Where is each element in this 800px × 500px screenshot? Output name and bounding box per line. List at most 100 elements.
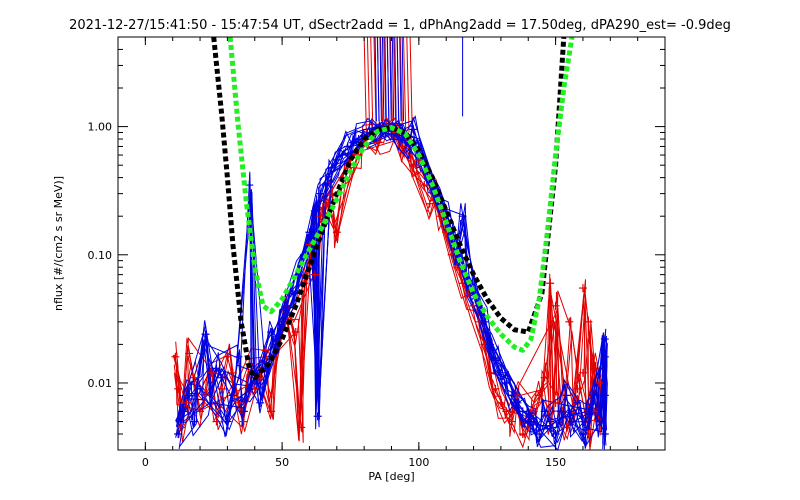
blue-plus-marker: [392, 131, 401, 140]
red-spike-line: [380, 37, 384, 133]
red-plus-marker: [491, 384, 500, 393]
blue-spike-line: [394, 37, 397, 122]
red-plus-marker: [551, 398, 560, 407]
blue-plus-marker: [584, 407, 593, 416]
red-plus-marker: [327, 189, 336, 198]
x-axis: 0 50 100 150: [117, 37, 666, 469]
red-plus-marker: [190, 373, 199, 382]
red-measurement-trace: [174, 117, 602, 429]
blue-spike-line: [379, 37, 382, 122]
blue-plus-marker: [491, 356, 500, 365]
red-plus-marker: [228, 368, 237, 377]
y-tick-label: 0.10: [88, 249, 113, 262]
red-plus-marker: [261, 346, 270, 355]
y-axis-label: nflux [#/(cm2 s sr MeV)]: [52, 176, 65, 311]
blue-plus-marker: [349, 138, 358, 147]
x-tick-label: 100: [408, 456, 429, 469]
blue-plus-marker: [313, 412, 322, 421]
blue-plus-marker: [190, 417, 199, 426]
red-plus-marker: [217, 384, 226, 393]
red-spike-line: [373, 37, 377, 133]
blue-spike-line: [384, 37, 387, 122]
red-plus-marker: [507, 417, 516, 426]
x-tick-label: 0: [142, 456, 149, 469]
blue-measurement-trace: [178, 114, 608, 450]
blue-plus-marker: [283, 301, 292, 310]
red-plus-marker: [176, 423, 185, 432]
red-plus-marker: [291, 327, 300, 336]
red-plus-marker: [535, 391, 544, 400]
blue-plus-marker: [578, 429, 587, 438]
red-plus-marker: [529, 407, 538, 416]
red-plus-marker: [453, 263, 462, 272]
blue-spike-line: [386, 37, 390, 122]
red-plus-marker: [234, 398, 243, 407]
data-lines-layer: [172, 37, 608, 450]
blue-plus-marker: [480, 317, 489, 326]
blue-plus-marker: [179, 407, 188, 416]
blue-plus-marker: [600, 352, 609, 361]
blue-plus-marker: [278, 317, 287, 326]
red-plus-marker: [223, 352, 232, 361]
red-plus-marker: [425, 199, 434, 208]
chart-title: 2021-12-27/15:41:50 - 15:47:54 UT, dSect…: [69, 18, 731, 33]
red-plus-marker: [201, 391, 210, 400]
red-plus-marker: [584, 317, 593, 326]
red-plus-marker: [196, 407, 205, 416]
blue-plus-marker: [196, 384, 205, 393]
blue-plus-marker: [557, 407, 566, 416]
blue-plus-marker: [535, 429, 544, 438]
red-spike-line: [383, 37, 387, 133]
blue-plus-marker: [458, 212, 467, 221]
blue-plus-marker: [223, 417, 232, 426]
red-plus-marker: [373, 138, 382, 147]
blue-plus-marker: [529, 417, 538, 426]
blue-plus-marker: [212, 364, 221, 373]
blue-plus-marker: [310, 206, 319, 215]
red-plus-marker: [332, 228, 341, 237]
blue-plus-marker: [343, 142, 352, 151]
red-plus-marker: [518, 429, 527, 438]
blue-plus-marker: [485, 340, 494, 349]
blue-spike-line: [389, 37, 392, 122]
blue-plus-marker: [507, 391, 516, 400]
blue-plus-marker: [409, 125, 418, 134]
black-fit-curve: [211, 37, 567, 381]
red-plus-marker: [239, 417, 248, 426]
blue-plus-marker: [217, 373, 226, 382]
red-plus-marker: [485, 368, 494, 377]
red-plus-marker: [212, 417, 221, 426]
red-plus-marker: [398, 142, 407, 151]
fit-curves-layer: [211, 37, 575, 381]
blue-spike-line: [374, 37, 377, 122]
red-spike-line: [370, 37, 374, 133]
red-plus-marker: [174, 384, 183, 393]
blue-plus-marker: [332, 155, 341, 164]
blue-plus-marker: [502, 378, 511, 387]
blue-spike-line: [396, 37, 400, 122]
red-plus-marker: [316, 212, 325, 221]
red-plus-marker: [540, 373, 549, 382]
blue-plus-marker: [321, 181, 330, 190]
blue-plus-marker: [289, 289, 298, 298]
x-tick-label: 50: [275, 456, 289, 469]
blue-plus-marker: [551, 429, 560, 438]
blue-plus-marker: [185, 391, 194, 400]
red-plus-marker: [546, 279, 555, 288]
blue-plus-marker: [245, 384, 254, 393]
red-plus-marker: [573, 384, 582, 393]
blue-plus-marker: [305, 228, 314, 237]
red-plus-marker: [409, 161, 418, 170]
blue-plus-marker: [496, 368, 505, 377]
red-plus-marker: [589, 364, 598, 373]
y-tick-label: 1.00: [88, 121, 113, 134]
red-plus-marker: [551, 301, 560, 310]
blue-spike-line: [399, 37, 402, 122]
blue-plus-marker: [540, 407, 549, 416]
blue-plus-marker: [387, 129, 396, 138]
blue-plus-marker: [174, 429, 183, 438]
blue-plus-marker: [228, 391, 237, 400]
blue-plus-marker: [398, 135, 407, 144]
red-plus-marker: [297, 423, 306, 432]
y-axis: 0.01 0.10 1.00: [88, 36, 665, 451]
